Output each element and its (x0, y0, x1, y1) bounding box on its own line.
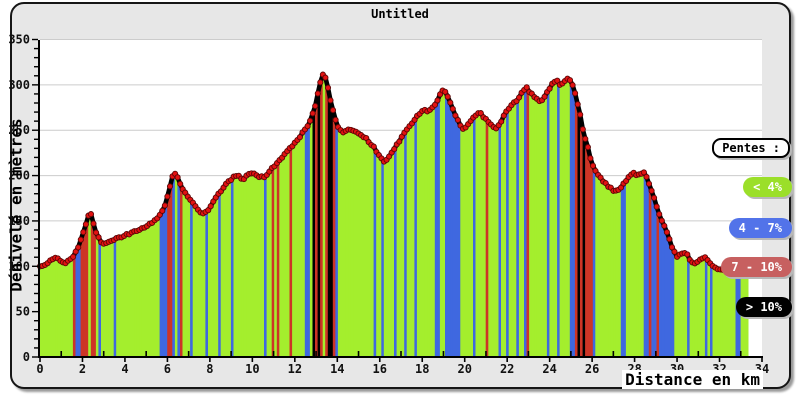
legend-badge-slope-gt10: > 10% (735, 297, 792, 317)
svg-text:50: 50 (16, 305, 30, 319)
x-axis-title: Distance en km (622, 370, 763, 389)
svg-text:10: 10 (245, 362, 259, 376)
svg-text:0: 0 (23, 350, 30, 364)
svg-text:14: 14 (330, 362, 344, 376)
legend-badge-slope-7-10: 7 - 10% (721, 257, 792, 277)
svg-text:22: 22 (500, 362, 514, 376)
svg-text:20: 20 (457, 362, 471, 376)
svg-text:350: 350 (8, 33, 30, 47)
svg-text:250: 250 (8, 123, 30, 137)
svg-text:200: 200 (8, 169, 30, 183)
svg-text:300: 300 (8, 78, 30, 92)
y-axis-title: Dénivelé en mètres (6, 118, 26, 292)
svg-text:2: 2 (79, 362, 86, 376)
legend-badge-slope-lt4: < 4% (743, 177, 792, 197)
svg-text:100: 100 (8, 259, 30, 273)
svg-text:0: 0 (36, 362, 43, 376)
svg-text:16: 16 (373, 362, 387, 376)
svg-text:24: 24 (542, 362, 556, 376)
legend-badge-slope-4-7: 4 - 7% (728, 218, 792, 238)
legend-title: Pentes : (712, 138, 790, 158)
svg-text:26: 26 (585, 362, 599, 376)
svg-text:12: 12 (288, 362, 302, 376)
svg-text:18: 18 (415, 362, 429, 376)
svg-text:150: 150 (8, 214, 30, 228)
svg-text:6: 6 (164, 362, 171, 376)
chart-title: Untitled (371, 7, 429, 21)
svg-text:8: 8 (206, 362, 213, 376)
svg-text:4: 4 (121, 362, 128, 376)
